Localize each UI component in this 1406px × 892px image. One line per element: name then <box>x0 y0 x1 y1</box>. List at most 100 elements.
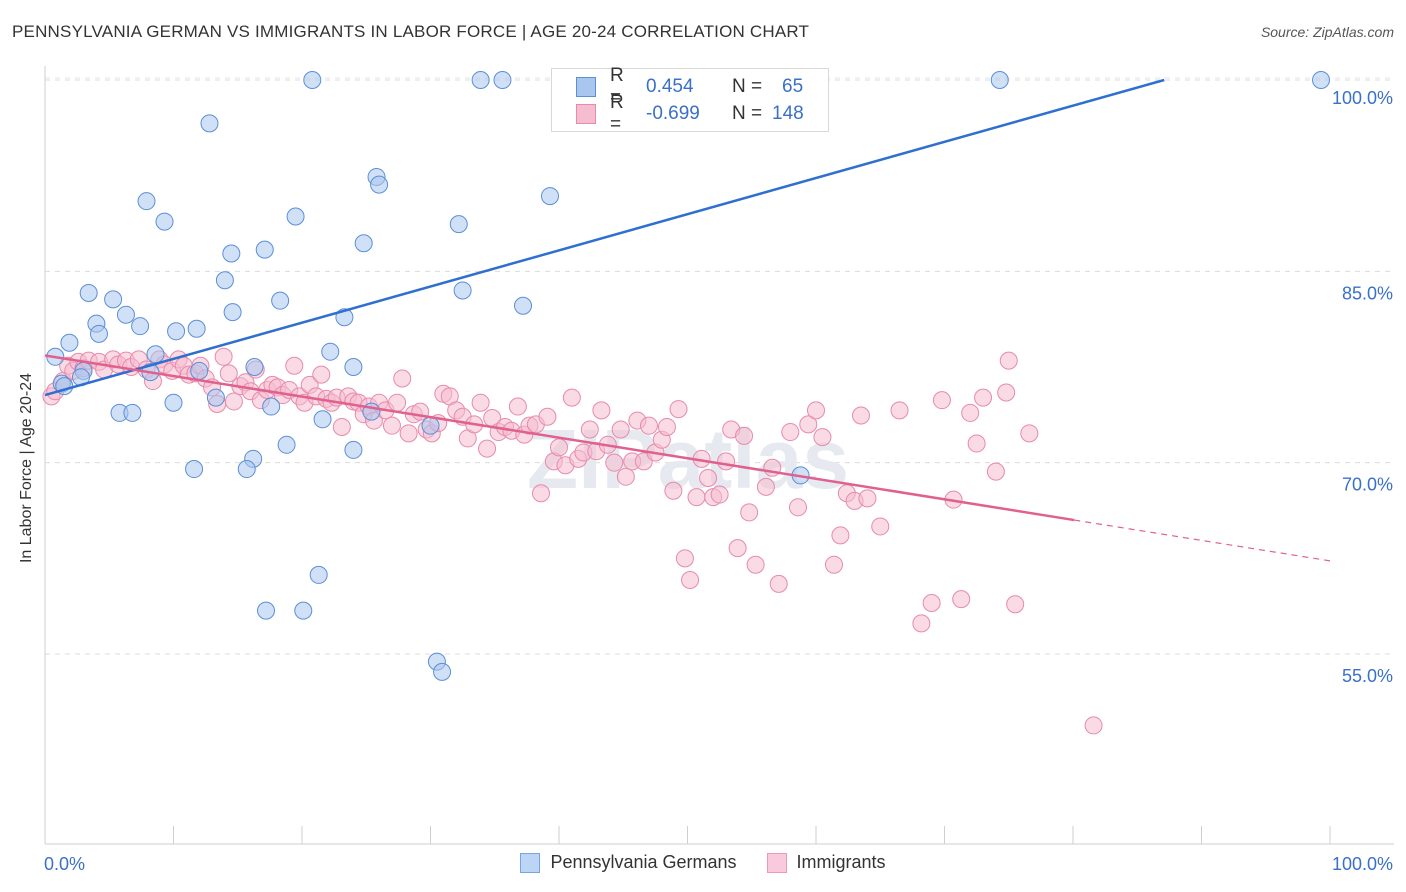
immigrants-point <box>399 424 418 443</box>
immigrants-point <box>717 452 736 471</box>
pennsylvania-germans-point <box>313 410 332 429</box>
pennsylvania-germans-point <box>223 303 242 322</box>
pennsylvania-germans-point <box>146 345 165 364</box>
bottom-legend-swatch-pink <box>766 852 787 873</box>
tick-labels: 55.0% 70.0% 85.0% 100.0% 0.0% 100.0% <box>44 88 1393 874</box>
immigrants-point <box>967 434 986 453</box>
immigrants-point <box>478 439 497 458</box>
immigrants-point <box>219 364 238 383</box>
pennsylvania-germans-point <box>185 460 204 479</box>
pennsylvania-germans-point <box>187 319 206 338</box>
immigrants-point <box>952 590 971 609</box>
pennsylvania-germans-point <box>89 324 108 343</box>
immigrants-point <box>664 481 683 500</box>
immigrants-point <box>681 571 700 590</box>
pennsylvania-germans-point <box>206 388 225 407</box>
pennsylvania-germans-point <box>294 601 313 620</box>
legend-n-label: N = <box>732 76 763 97</box>
pennsylvania-germans-point <box>344 358 363 376</box>
immigrants-point <box>813 428 832 447</box>
pennsylvania-germans-point <box>167 322 186 341</box>
trend-line-immigrants <box>44 354 1075 522</box>
legend-n-label: N = <box>732 103 763 124</box>
immigrants-point <box>851 406 870 425</box>
pennsylvania-germans-point <box>453 281 472 300</box>
immigrants-point <box>974 388 993 407</box>
bottom-legend-label-pink: Immigrants <box>796 852 886 872</box>
immigrants-point <box>550 438 568 457</box>
bottom-legend-label-blue: Pennsylvania Germans <box>550 852 737 872</box>
legend-row-blue: R = 0.454 N = 65 <box>576 65 804 108</box>
immigrants-points <box>42 347 1103 735</box>
immigrants-point <box>961 403 980 422</box>
immigrants-point <box>538 407 557 426</box>
pennsylvania-germans-point <box>245 358 264 376</box>
immigrants-point <box>769 574 788 593</box>
immigrants-point <box>532 484 551 503</box>
immigrants-point <box>799 415 818 434</box>
pennsylvania-germans-point <box>1312 71 1331 89</box>
immigrants-point <box>986 462 1005 481</box>
pennsylvania-germans-point <box>277 435 296 454</box>
legend-swatch-blue <box>576 77 596 97</box>
immigrants-point <box>285 356 304 375</box>
pennsylvania-germans-point <box>421 416 440 435</box>
legend-n-value: 65 <box>782 76 804 97</box>
y-tick-label: 100.0% <box>1332 88 1393 108</box>
immigrants-point <box>710 485 729 504</box>
legend-r-label: R = <box>610 92 624 135</box>
pennsylvania-germans-point <box>137 192 156 211</box>
pennsylvania-germans-point <box>303 71 322 89</box>
pennsylvania-germans-point <box>271 291 290 310</box>
y-axis-label: In Labor Force | Age 20-24 <box>18 372 35 564</box>
trend-lines <box>44 78 1331 562</box>
immigrants-point <box>1084 716 1103 735</box>
bottom-legend-item-blue[interactable]: Pennsylvania Germans <box>520 852 737 873</box>
pennsylvania-germans-point <box>190 361 209 380</box>
pennsylvania-germans-point <box>433 662 452 681</box>
immigrants-point <box>687 488 706 507</box>
immigrants-point <box>382 416 401 435</box>
legend-n-value: 148 <box>772 103 804 124</box>
immigrants-point <box>997 383 1016 402</box>
pennsylvania-germans-point <box>990 71 1009 89</box>
immigrants-point <box>824 555 843 574</box>
bottom-legend-swatch-blue <box>520 852 541 873</box>
pennsylvania-germans-point <box>123 403 142 422</box>
immigrants-point <box>508 397 527 416</box>
immigrants-point <box>592 401 611 420</box>
immigrants-point <box>675 549 694 568</box>
immigrants-point <box>740 503 759 522</box>
immigrants-point <box>728 539 747 558</box>
immigrants-point <box>639 416 658 435</box>
pennsylvania-germans-point <box>60 333 79 352</box>
axes <box>44 66 1394 845</box>
pennsylvania-germans-point <box>309 565 328 584</box>
immigrants-point <box>890 401 909 420</box>
pennsylvania-germans-point <box>215 271 234 290</box>
immigrants-point <box>858 489 877 508</box>
immigrants-point <box>562 388 581 407</box>
legend-r-value: -0.699 <box>646 103 700 124</box>
pennsylvania-germans-point <box>222 244 241 263</box>
pennsylvania-germans-point <box>257 601 276 620</box>
immigrants-point <box>471 393 490 412</box>
bottom-legend-item-pink[interactable]: Immigrants <box>766 852 886 873</box>
immigrants-point <box>735 426 754 445</box>
immigrants-point <box>669 400 688 419</box>
y-tick-label: 70.0% <box>1342 475 1393 495</box>
immigrants-point <box>999 351 1018 370</box>
pennsylvania-germans-point <box>79 284 98 303</box>
immigrants-point <box>781 423 800 442</box>
pennsylvania-germans-point <box>255 240 274 259</box>
pennsylvania-germans-point <box>370 175 389 194</box>
pennsylvania-germans-point <box>514 296 533 315</box>
pennsylvania-germans-point <box>354 234 373 253</box>
immigrants-point <box>657 417 676 436</box>
pennsylvania-germans-point <box>321 342 340 361</box>
pennsylvania-germans-point <box>262 397 281 416</box>
x-tick-label: 0.0% <box>44 854 85 874</box>
pennsylvania-germans-point <box>116 305 135 324</box>
pennsylvania-germans-point <box>344 440 363 459</box>
